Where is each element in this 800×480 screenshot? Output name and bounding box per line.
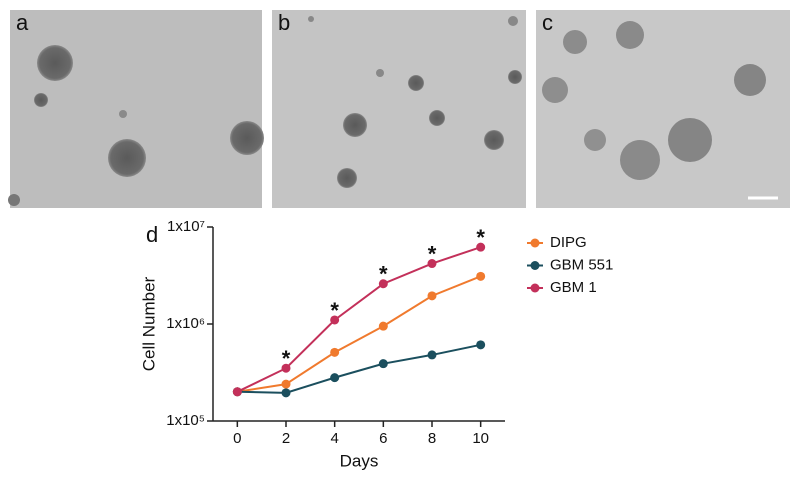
x-tick-label: 10 <box>472 430 489 447</box>
micrograph-b <box>272 10 526 208</box>
data-point <box>378 321 388 331</box>
data-point <box>476 271 486 281</box>
y-axis-label: Cell Number <box>139 276 158 371</box>
x-tick-label: 2 <box>282 430 290 447</box>
series-line <box>237 343 481 394</box>
y-tick-label: 1x10⁵ <box>166 412 205 429</box>
micrograph-a <box>8 10 264 208</box>
legend-label: GBM 551 <box>550 256 613 273</box>
x-tick-label: 4 <box>330 430 338 447</box>
data-point <box>476 340 486 350</box>
panel-label: c <box>542 10 553 35</box>
x-tick-label: 6 <box>379 430 387 447</box>
data-point <box>330 347 340 357</box>
x-tick-label: 0 <box>233 430 241 447</box>
data-point <box>330 315 340 325</box>
x-tick-label: 8 <box>428 430 436 447</box>
data-point <box>427 259 437 269</box>
panel-label: d <box>146 222 158 247</box>
annotation: * <box>330 298 339 323</box>
annotation: * <box>476 225 485 250</box>
legend-marker <box>530 283 540 293</box>
legend-label: GBM 1 <box>550 279 597 296</box>
data-point <box>281 388 291 398</box>
series-line <box>237 275 482 393</box>
legend-marker <box>530 238 540 248</box>
data-point <box>378 279 388 289</box>
y-tick-label: 1x10⁶ <box>166 315 205 332</box>
annotation: * <box>282 346 291 371</box>
data-point <box>427 350 437 360</box>
y-tick-label: 1x10⁷ <box>167 218 205 235</box>
x-axis-label: Days <box>340 451 379 470</box>
data-point <box>281 379 291 389</box>
micrograph-c <box>536 10 790 208</box>
data-point <box>378 359 388 369</box>
panel-label: a <box>16 10 29 35</box>
panel-label: b <box>278 10 290 35</box>
data-point <box>232 387 242 397</box>
annotation: * <box>428 241 437 266</box>
annotation: * <box>379 262 388 287</box>
data-point <box>330 373 340 383</box>
data-point <box>427 291 437 301</box>
legend-label: DIPG <box>550 234 587 251</box>
legend-marker <box>530 261 540 270</box>
data-point <box>281 363 291 373</box>
series-line <box>236 246 481 393</box>
data-point <box>476 242 486 252</box>
